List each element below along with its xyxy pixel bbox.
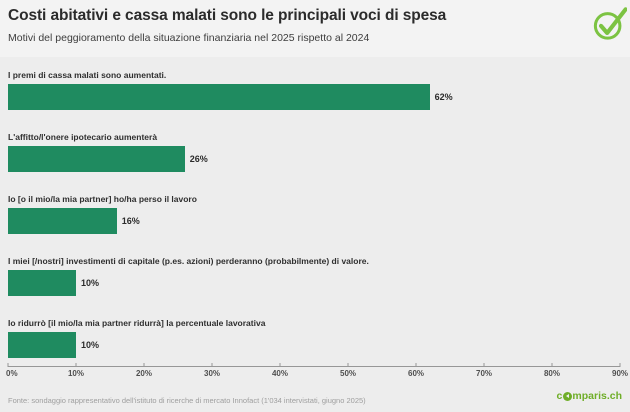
bar-value-label: 10% [80,278,99,288]
comparis-logo-prefix: c [556,390,563,402]
bar-track: 10% [8,332,620,358]
axis-tick-label: 70% [475,369,493,378]
bar-track: 26% [8,146,620,172]
axis-tick-label: 10% [67,369,84,378]
source-note: Fonte: sondaggio rappresentativo dell'is… [8,396,366,405]
axis-tick [619,363,621,367]
bar-row: L'affitto/l'onere ipotecario aumenterà 2… [8,132,620,194]
bar-track: 16% [8,208,620,234]
axis-tick [75,363,77,367]
axis-tick [483,363,485,367]
bar-value-label: 10% [80,340,99,350]
page-subtitle: Motivi del peggioramento della situazion… [8,32,370,44]
bar-row: I premi di cassa malati sono aumentati. … [8,70,620,132]
bar [8,332,76,358]
bar-row: Io [o il mio/la mia partner] ho/ha perso… [8,194,620,256]
axis-tick [551,363,553,367]
bar [8,208,117,234]
bar [8,84,430,110]
bar-chart: I premi di cassa malati sono aumentati. … [8,70,620,380]
axis-tick [279,363,281,367]
axis-tick-label: 20% [135,369,152,378]
comparis-o-icon [562,391,572,401]
axis-tick [347,363,349,367]
bar-value-label: 62% [434,92,453,102]
bar [8,146,185,172]
bar-track: 62% [8,84,620,110]
chart-header: Costi abitativi e cassa malati sono le p… [0,0,630,57]
bar-row: I miei [/nostri] investimenti di capital… [8,256,620,318]
axis-tick [415,363,417,367]
axis-tick-label: 40% [271,369,288,378]
check-circle-icon [593,7,627,40]
bar-value-label: 26% [189,154,208,164]
axis-tick-label: 80% [543,369,560,378]
bar-label: Io [o il mio/la mia partner] ho/ha perso… [8,194,197,204]
axis-tick [211,363,213,367]
axis-tick-label: 90% [611,369,629,378]
page-title: Costi abitativi e cassa malati sono le p… [8,7,447,24]
bar-label: L'affitto/l'onere ipotecario aumenterà [8,132,158,142]
axis-tick-label: 60% [407,369,425,378]
bar-track: 10% [8,270,620,296]
axis-tick-label: 50% [339,369,357,378]
bar-value-label: 16% [121,216,140,226]
bar-label: I miei [/nostri] investimenti di capital… [8,256,369,266]
axis-tick [143,363,145,367]
bar [8,270,76,296]
bar-label: Io ridurrò [il mio/la mia partner ridurr… [8,318,266,328]
axis-tick-label: 0% [6,369,18,378]
bar-label: I premi di cassa malati sono aumentati. [8,70,167,80]
axis-tick [7,363,9,367]
x-axis: 0% 10% 20% 30% 40% 50% 60% 70% 80% 90% [6,363,628,383]
axis-tick-label: 30% [203,369,221,378]
bar-row: Io ridurrò [il mio/la mia partner ridurr… [8,318,620,380]
comparis-logo-suffix: mparis.ch [572,390,622,402]
comparis-logo: c mparis.ch [556,390,622,402]
